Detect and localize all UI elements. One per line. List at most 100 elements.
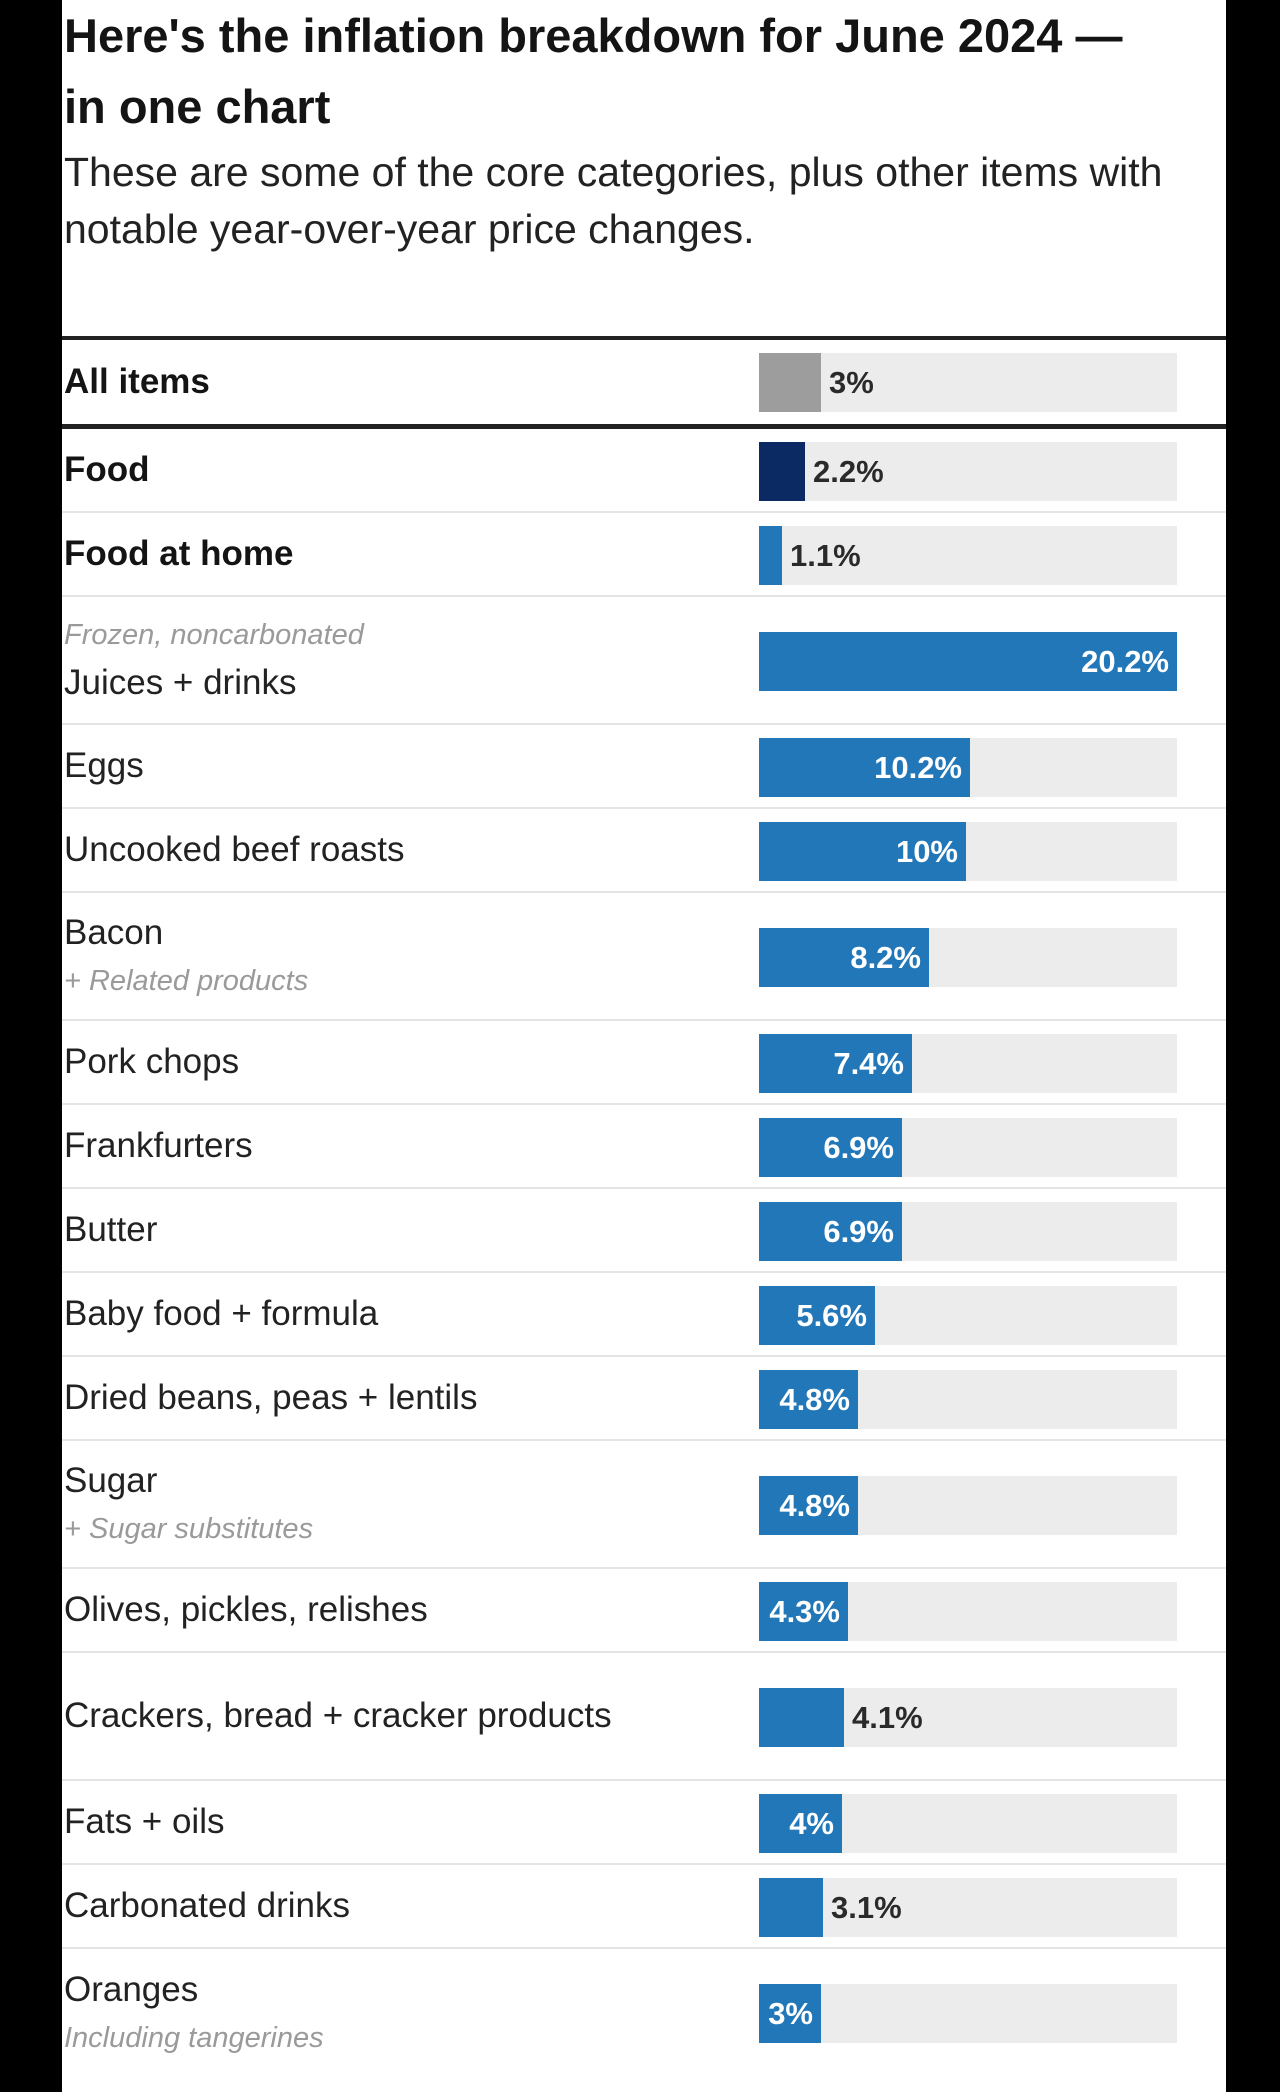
row-name: Uncooked beef roasts — [64, 830, 405, 869]
row-name: Carbonated drinks — [64, 1886, 350, 1925]
row-name: Butter — [64, 1210, 158, 1249]
row-name: Eggs — [64, 746, 144, 785]
row-label: Sugar + Sugar substitutes — [64, 1441, 724, 1567]
bar — [759, 1582, 848, 1641]
row-name: Juices + drinks — [64, 663, 297, 702]
bar-track: 4% — [759, 1794, 1177, 1853]
row-label: Uncooked beef roasts — [64, 809, 724, 891]
bar-track: 10.2% — [759, 738, 1177, 797]
bar — [759, 632, 1177, 691]
bar-track: 5.6% — [759, 1286, 1177, 1345]
row-name: Dried beans, peas + lentils — [64, 1378, 478, 1417]
data-label: 7.4% — [833, 1046, 904, 1081]
row-label: All items — [64, 340, 724, 424]
row-name: Pork chops — [64, 1042, 240, 1081]
bar — [759, 1688, 844, 1747]
bar-rows: All items 3% Food 2.2% Food at home 1.1% Froze… — [62, 0, 1226, 2092]
row-note: Frozen, noncarbonated — [64, 619, 364, 651]
bar — [759, 1034, 912, 1093]
bar — [759, 822, 966, 881]
bar — [759, 526, 782, 585]
data-label: 4% — [789, 1806, 834, 1841]
row-label: Fats + oils — [64, 1781, 724, 1863]
row-label: Frankfurters — [64, 1105, 724, 1187]
data-label: 10% — [895, 834, 958, 869]
row-note: + Related products — [64, 965, 309, 997]
bar-track: 1.1% — [759, 526, 1177, 585]
row-label: Carbonated drinks — [64, 1865, 724, 1947]
row-label: Olives, pickles, relishes — [64, 1569, 724, 1651]
row-name: Food — [64, 450, 150, 489]
bar-row-all-items: All items 3% — [62, 340, 1226, 424]
bar-track: 3% — [759, 353, 1177, 412]
bar-track: 7.4% — [759, 1034, 1177, 1093]
bar-track: 3.1% — [759, 1878, 1177, 1937]
all-items-rule — [62, 424, 1226, 429]
data-label: 4.8% — [779, 1488, 850, 1523]
row-label: Pork chops — [64, 1021, 724, 1103]
bar-row-pork-chops: Pork chops 7.4% — [62, 1021, 1226, 1105]
data-label: 3% — [829, 365, 874, 400]
bar — [759, 738, 970, 797]
bar-track: 8.2% — [759, 928, 1177, 987]
bar — [759, 928, 929, 987]
row-name: Frankfurters — [64, 1126, 253, 1165]
bar-row-carbonated-drinks: Carbonated drinks 3.1% — [62, 1865, 1226, 1949]
bar — [759, 1370, 858, 1429]
bar-track: 20.2% — [759, 632, 1177, 691]
bar-track: 10% — [759, 822, 1177, 881]
row-label: Baby food + formula — [64, 1273, 724, 1355]
data-label: 3% — [768, 1996, 813, 2031]
data-label: 5.6% — [796, 1298, 867, 1333]
bar — [759, 442, 805, 501]
data-label: 4.8% — [779, 1382, 850, 1417]
bar-row-olives-pickles-relishes: Olives, pickles, relishes 4.3% — [62, 1569, 1226, 1653]
row-name: Bacon — [64, 913, 164, 952]
bar — [759, 1286, 875, 1345]
row-name: Baby food + formula — [64, 1294, 379, 1333]
data-label: 4.1% — [852, 1700, 923, 1735]
row-name: Fats + oils — [64, 1802, 225, 1841]
row-name: Oranges — [64, 1970, 199, 2009]
bar-track: 4.1% — [759, 1688, 1177, 1747]
row-name: All items — [64, 362, 210, 401]
bar-row-frankfurters: Frankfurters 6.9% — [62, 1105, 1226, 1189]
header-rule — [62, 336, 1226, 340]
data-label: 10.2% — [874, 750, 962, 785]
bar — [759, 1878, 823, 1937]
bar-row-uncooked-beef-roasts: Uncooked beef roasts 10% — [62, 809, 1226, 893]
data-label: 3.1% — [831, 1890, 902, 1925]
row-note: Including tangerines — [64, 2022, 324, 2054]
bar-row-fats-oils: Fats + oils 4% — [62, 1781, 1226, 1865]
bar-row-juices-drinks: Frozen, noncarbonated Juices + drinks 20.2… — [62, 597, 1226, 725]
bar-track: 4.8% — [759, 1370, 1177, 1429]
bar-track: 6.9% — [759, 1202, 1177, 1261]
data-label: 1.1% — [790, 538, 861, 573]
bar-row-dried-beans-peas-lentils: Dried beans, peas + lentils 4.8% — [62, 1357, 1226, 1441]
bar — [759, 1118, 902, 1177]
bar — [759, 1794, 842, 1853]
data-label: 6.9% — [823, 1130, 894, 1165]
row-label: Eggs — [64, 725, 724, 807]
bar-track: 6.9% — [759, 1118, 1177, 1177]
data-label: 6.9% — [823, 1214, 894, 1249]
bar-track: 3% — [759, 1984, 1177, 2043]
data-label: 8.2% — [850, 940, 921, 975]
bar-row-crackers-bread-cracker-products: Crackers, bread + cracker products 4.1% — [62, 1653, 1226, 1781]
row-name: Food at home — [64, 534, 294, 573]
row-name: Olives, pickles, relishes — [64, 1590, 428, 1629]
row-note: + Sugar substitutes — [64, 1513, 314, 1545]
bar — [759, 1984, 821, 2043]
bar-track: 2.2% — [759, 442, 1177, 501]
data-label: 2.2% — [813, 454, 884, 489]
bar — [759, 1476, 858, 1535]
row-label: Bacon + Related products — [64, 893, 724, 1019]
row-label: Butter — [64, 1189, 724, 1271]
row-label: Oranges Including tangerines — [64, 1949, 724, 2077]
chart-subtitle: These are some of the core categories, p… — [64, 149, 1163, 252]
row-label: Frozen, noncarbonated Juices + drinks — [64, 597, 724, 723]
row-label: Food — [64, 429, 724, 511]
bar-row-butter: Butter 6.9% — [62, 1189, 1226, 1273]
bar-row-baby-food-formula: Baby food + formula 5.6% — [62, 1273, 1226, 1357]
row-name: Sugar — [64, 1461, 158, 1500]
